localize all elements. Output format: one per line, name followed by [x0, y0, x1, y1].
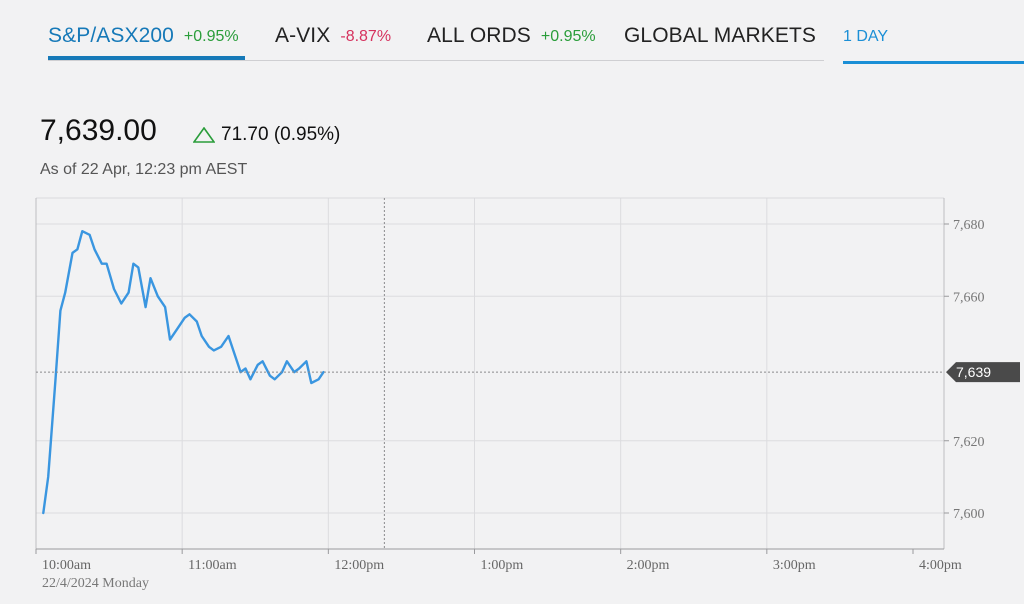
up-triangle-icon — [193, 127, 215, 143]
y-tick-label: 7,620 — [953, 435, 985, 450]
tab-name: GLOBAL MARKETS — [624, 24, 817, 47]
x-axis-labels: 10:00am 11:00am 12:00pm 1:00pm 2:00pm 3:00pm 4… — [42, 558, 962, 573]
x-tick-label: 12:00pm — [334, 558, 384, 573]
tab-name: ALL ORDS — [427, 24, 531, 47]
chart-axes — [35, 197, 949, 554]
x-tick-label: 4:00pm — [919, 558, 962, 573]
tab-change: -8.87% — [340, 28, 392, 45]
tab-all-ords[interactable]: ALL ORDS +0.95% — [427, 24, 596, 60]
price-change-value: 71.70 (0.95%) — [221, 124, 341, 145]
y-tick-label: 7,600 — [953, 507, 985, 522]
current-value-label: 7,639 — [956, 364, 991, 380]
tab-name: A-VIX — [275, 24, 331, 47]
current-price: 7,639.00 — [40, 114, 157, 147]
price-line — [42, 229, 325, 515]
price-change: 71.70 (0.95%) — [193, 124, 340, 146]
tab-sp-asx200[interactable]: S&P/ASX200 +0.95% — [48, 24, 239, 60]
tab-a-vix[interactable]: A-VIX -8.87% — [275, 24, 391, 60]
tab-change: +0.95% — [183, 28, 239, 45]
x-tick-label: 3:00pm — [773, 558, 816, 573]
range-tab-1-day[interactable]: 1 DAY — [843, 28, 889, 45]
x-tick-label: 10:00am — [42, 558, 91, 573]
chart-date-label: 22/4/2024 Monday — [42, 576, 149, 591]
tab-global-markets[interactable]: GLOBAL MARKETS — [624, 24, 816, 60]
tab-name: S&P/ASX200 — [48, 24, 174, 47]
active-tab-indicator — [48, 56, 245, 60]
x-tick-label: 11:00am — [188, 558, 237, 573]
as-of-timestamp: As of 22 Apr, 12:23 pm AEST — [40, 161, 248, 178]
price-series — [42, 229, 325, 515]
chart-grid — [36, 198, 944, 549]
market-tabs: S&P/ASX200 +0.95% A-VIX -8.87% ALL ORDS … — [0, 0, 1024, 66]
current-value-marker: 7,639 — [36, 198, 1020, 549]
range-tab-indicator — [843, 61, 1024, 64]
y-axis-labels: 7,600 7,620 7,660 7,680 — [953, 218, 985, 522]
tab-change: +0.95% — [540, 28, 596, 45]
current-value-badge — [946, 362, 1020, 383]
y-tick-label: 7,680 — [953, 218, 985, 233]
x-tick-label: 1:00pm — [481, 558, 524, 573]
tabs-divider — [48, 60, 824, 61]
x-tick-label: 2:00pm — [627, 558, 670, 573]
y-tick-label: 7,660 — [953, 290, 985, 305]
